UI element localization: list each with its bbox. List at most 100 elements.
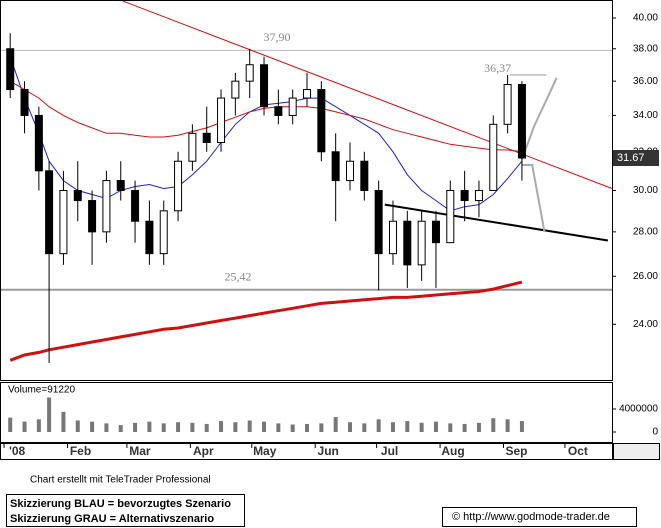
- y-tick-label: 40.00: [633, 13, 658, 24]
- volume-bar: [476, 422, 481, 432]
- volume-bar: [8, 417, 13, 432]
- candle-body: [188, 132, 197, 162]
- y-tick-label: 26.00: [633, 271, 658, 282]
- volume-bar: [462, 423, 467, 432]
- volume-bar: [190, 422, 195, 432]
- candle-body: [288, 97, 297, 116]
- volume-bar: [390, 422, 395, 432]
- volume-bar: [276, 423, 281, 432]
- x-tick-label: Mar: [129, 444, 151, 458]
- candle-body: [431, 220, 440, 244]
- moving-average: [9, 280, 523, 362]
- candle-body: [474, 189, 483, 202]
- candle-body: [217, 97, 226, 143]
- credit: Chart erstellt mit TeleTrader Profession…: [30, 475, 211, 486]
- candle-body: [403, 220, 412, 266]
- x-tick-label: '08: [9, 444, 26, 458]
- volume-bar: [347, 422, 352, 432]
- x-tick-label: Sep: [506, 444, 528, 458]
- x-tick-label: Oct: [568, 444, 588, 458]
- date-axis: [0, 443, 613, 460]
- volume-bar: [505, 419, 510, 432]
- volume-panel: [0, 382, 613, 443]
- candle-body: [517, 84, 526, 159]
- y-tick-label: 28.00: [633, 226, 658, 237]
- copyright: © http://www.godmode-trader.de: [452, 511, 610, 523]
- candle-body: [34, 114, 43, 172]
- candle-body: [145, 220, 154, 255]
- candle-body: [446, 189, 455, 244]
- volume-bar: [319, 423, 324, 432]
- volume-bar: [118, 425, 123, 432]
- volume-bar: [104, 423, 109, 432]
- candle-body: [460, 189, 469, 202]
- candle-body: [489, 123, 498, 191]
- candle-body: [503, 84, 512, 125]
- candle-body: [231, 80, 240, 99]
- last-price-label: 31.67: [617, 152, 645, 164]
- x-tick-label: Jun: [318, 444, 339, 458]
- candle-body: [202, 132, 211, 143]
- legend-line: Skizzierung GRAU = Alternativszenario: [10, 513, 214, 525]
- volume-bar: [133, 422, 138, 432]
- volume-bar: [176, 422, 181, 432]
- x-tick-label: Jul: [381, 444, 398, 458]
- candle-body: [116, 180, 125, 191]
- candle-body: [331, 151, 340, 182]
- y-tick-label: 36.00: [633, 76, 658, 87]
- volume-bar: [290, 424, 295, 432]
- volume-bar: [262, 421, 267, 432]
- volume-bar: [376, 419, 381, 432]
- volume-bar: [519, 421, 524, 432]
- trendline: [122, 0, 613, 189]
- x-tick-label: Aug: [441, 444, 464, 458]
- volume-bar: [448, 423, 453, 432]
- candle-body: [20, 89, 29, 116]
- volume-tick-label: 0: [652, 427, 658, 438]
- volume-bar: [305, 423, 310, 432]
- scroll-button[interactable]: [613, 443, 660, 460]
- candle-body: [345, 160, 354, 182]
- scenario-path: [521, 164, 546, 233]
- last-price-box: [613, 150, 659, 167]
- volume-bar: [147, 421, 152, 432]
- candle-body: [45, 170, 54, 255]
- volume-tick-label: 4000000: [619, 404, 658, 415]
- legend-box: [6, 494, 245, 527]
- volume-bar: [219, 421, 224, 432]
- y-tick-label: 30.00: [633, 185, 658, 196]
- candle-body: [6, 48, 15, 91]
- volume-bar: [61, 411, 66, 432]
- candle-body: [274, 106, 283, 116]
- candle-body: [374, 189, 383, 255]
- candle-body: [417, 220, 426, 266]
- candle-body: [303, 89, 312, 99]
- level-label: 37,90: [264, 30, 291, 44]
- high-label: 36,37: [484, 61, 511, 75]
- volume-label: Volume=91220: [8, 385, 75, 396]
- candle-body: [245, 64, 254, 82]
- volume-bar: [90, 421, 95, 432]
- trendline: [384, 203, 609, 242]
- candle-body: [174, 160, 183, 212]
- volume-bar: [247, 420, 252, 432]
- y-tick-label: 24.00: [633, 319, 658, 330]
- copyright-box: [442, 507, 637, 527]
- x-tick-label: Feb: [70, 444, 91, 458]
- volume-bar: [491, 418, 496, 432]
- candle-body: [317, 89, 326, 153]
- legend-line: Skizzierung BLAU = bevorzugtes Szenario: [10, 498, 231, 510]
- candle-body: [102, 180, 111, 233]
- scenario-path: [520, 77, 558, 160]
- volume-bar: [75, 420, 80, 432]
- candle-body: [260, 64, 269, 108]
- volume-bar: [233, 422, 238, 432]
- volume-bar: [22, 421, 27, 432]
- volume-bar: [333, 417, 338, 432]
- candle-body: [131, 189, 140, 222]
- y-tick-label: 34.00: [633, 110, 658, 121]
- candle-body: [388, 220, 397, 255]
- volume-bar: [419, 422, 424, 432]
- volume-bar: [161, 423, 166, 432]
